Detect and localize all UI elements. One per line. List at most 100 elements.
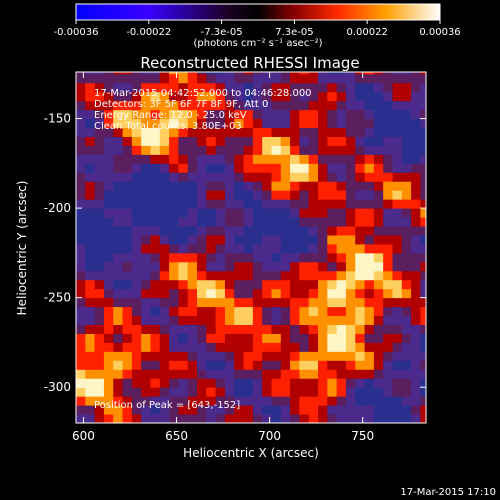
heatmap-cell: [373, 378, 384, 388]
heatmap-cell: [159, 306, 170, 317]
heatmap-cell: [401, 342, 412, 352]
heatmap-cell: [159, 297, 170, 308]
heatmap-cell: [252, 145, 263, 155]
heatmap-cell: [336, 136, 347, 146]
heatmap-cell: [299, 315, 310, 326]
heatmap-cell: [113, 369, 124, 379]
heatmap-cell: [308, 360, 319, 370]
heatmap-cell: [262, 405, 272, 415]
heatmap-cell: [262, 333, 272, 343]
heatmap-cell: [271, 226, 282, 236]
heatmap-cell: [131, 333, 142, 343]
heatmap-cell: [290, 82, 300, 93]
heatmap-cell: [383, 342, 393, 352]
heatmap-cell: [327, 72, 338, 75]
heatmap-cell: [178, 297, 189, 308]
heatmap-cell: [364, 154, 375, 164]
heatmap-cell: [345, 360, 356, 370]
heatmap-cell: [411, 270, 421, 281]
heatmap-cell: [327, 396, 338, 406]
heatmap-cell: [76, 351, 86, 361]
heatmap-cell: [401, 270, 412, 281]
heatmap-cell: [159, 72, 170, 75]
heatmap-cell: [85, 234, 96, 245]
heatmap-cell: [113, 208, 124, 218]
heatmap-cell: [234, 136, 245, 146]
heatmap-cell: [318, 72, 328, 75]
heatmap-cell: [122, 360, 133, 370]
heatmap-cell: [197, 405, 207, 415]
heatmap-cell: [150, 252, 161, 263]
heatmap-cell: [355, 181, 366, 191]
heatmap-cell: [318, 100, 328, 111]
heatmap-cell: [206, 396, 217, 406]
heatmap-cell: [262, 396, 272, 406]
heatmap-cell: [411, 315, 421, 326]
heatmap-cell: [159, 324, 170, 334]
heatmap-cell: [103, 297, 114, 308]
heatmap-cell: [280, 315, 291, 326]
heatmap-cell: [113, 306, 124, 317]
heatmap-cell: [299, 243, 310, 254]
heatmap-cell: [150, 333, 161, 343]
heatmap-cell: [159, 360, 170, 370]
heatmap-cell: [224, 136, 235, 146]
heatmap-cell: [197, 145, 207, 155]
heatmap-cell: [159, 163, 170, 173]
heatmap-cell: [197, 72, 207, 75]
heatmap-cell: [187, 306, 198, 317]
heatmap-cell: [383, 396, 393, 406]
heatmap-cell: [169, 100, 179, 111]
heatmap-cell: [345, 199, 356, 209]
heatmap-cell: [234, 82, 245, 93]
heatmap-cell: [392, 324, 403, 334]
heatmap-cell: [131, 315, 142, 326]
heatmap-cell: [215, 297, 226, 308]
heatmap-cell: [94, 172, 105, 182]
heatmap-cell: [345, 154, 356, 164]
heatmap-cell: [262, 360, 272, 370]
heatmap-cell: [271, 396, 282, 406]
heatmap-cell: [373, 306, 384, 317]
heatmap-cell: [85, 396, 96, 406]
heatmap-cell: [178, 118, 189, 129]
heatmap-cell: [336, 351, 347, 361]
heatmap-cell: [271, 315, 282, 326]
heatmap-cell: [122, 190, 133, 200]
heatmap-cell: [131, 414, 142, 423]
heatmap-cell: [252, 91, 263, 102]
heatmap-cell: [318, 306, 328, 317]
heatmap-cell: [420, 396, 426, 406]
heatmap-cell: [383, 208, 393, 218]
heatmap-cell: [113, 109, 124, 120]
heatmap-cell: [383, 154, 393, 164]
heatmap-cell: [290, 324, 300, 334]
heatmap-cell: [383, 324, 393, 334]
heatmap-cell: [392, 154, 403, 164]
heatmap-cell: [271, 351, 282, 361]
heatmap-cell: [411, 181, 421, 191]
heatmap-cell: [150, 109, 161, 120]
heatmap-cell: [364, 396, 375, 406]
heatmap-cell: [224, 360, 235, 370]
heatmap-cell: [318, 82, 328, 93]
heatmap-cell: [178, 208, 189, 218]
heatmap-cell: [373, 234, 384, 245]
heatmap-cell: [113, 72, 124, 75]
heatmap-cell: [364, 270, 375, 281]
heatmap-cell: [327, 172, 338, 182]
heatmap-cell: [197, 154, 207, 164]
heatmap-cell: [234, 163, 245, 173]
heatmap-cell: [113, 190, 124, 200]
heatmap-cell: [103, 369, 114, 379]
heatmap-cell: [76, 270, 86, 281]
heatmap-cell: [215, 163, 226, 173]
heatmap-cell: [392, 72, 403, 75]
heatmap-cell: [392, 387, 403, 397]
heatmap-cell: [234, 378, 245, 388]
heatmap-cell: [76, 297, 86, 308]
heatmap-cell: [318, 360, 328, 370]
heatmap-cell: [234, 351, 245, 361]
heatmap-cell: [271, 136, 282, 146]
heatmap-cell: [318, 136, 328, 146]
